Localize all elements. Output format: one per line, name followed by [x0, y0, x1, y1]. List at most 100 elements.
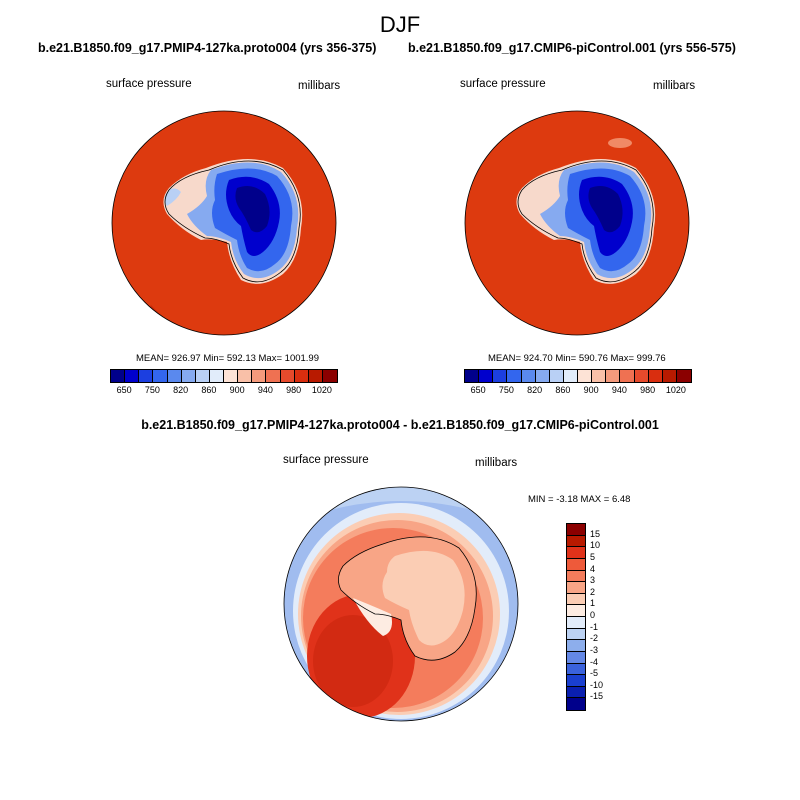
colorbar-tick-label: 980 — [640, 385, 656, 395]
colorbar-swatch — [266, 370, 281, 382]
left-peninsula — [164, 188, 181, 206]
colorbar-swatch — [280, 370, 295, 382]
colorbar-swatch — [567, 535, 585, 548]
right-coastline — [517, 160, 654, 283]
colorbar-swatch — [592, 370, 607, 382]
colorbar-swatch — [567, 547, 585, 559]
colorbar-tick-label: 980 — [286, 385, 302, 395]
colorbar-swatch — [567, 593, 585, 606]
colorbar-swatch — [662, 370, 677, 382]
left-variable-label: surface pressure — [106, 78, 192, 90]
colorbar-tick-label: 650 — [470, 385, 486, 395]
colorbar-swatch — [567, 628, 585, 641]
colorbar-tick-label: 860 — [201, 385, 217, 395]
colorbar-swatch — [549, 370, 564, 382]
colorbar-swatch — [567, 651, 585, 664]
colorbar-swatch — [563, 370, 578, 382]
right-colorbar — [464, 369, 692, 383]
colorbar-tick-label: -15 — [590, 691, 604, 702]
colorbar-tick-label: 5 — [590, 551, 596, 562]
diff-coastline — [338, 536, 477, 661]
right-ice-deep — [588, 186, 623, 233]
colorbar-swatch — [224, 370, 239, 382]
colorbar-swatch — [308, 370, 323, 382]
colorbar-swatch — [567, 558, 585, 571]
colorbar-tick-label: 4 — [590, 563, 596, 574]
colorbar-tick-label: 1 — [590, 598, 596, 609]
colorbar-swatch — [567, 640, 585, 652]
colorbar-swatch — [567, 617, 585, 629]
colorbar-swatch — [567, 663, 585, 676]
diff-polar-map — [283, 486, 519, 722]
diff-units-label: millibars — [475, 457, 518, 469]
colorbar-tick-label: -2 — [590, 633, 599, 644]
colorbar-swatch — [521, 370, 536, 382]
right-units-label: millibars — [653, 80, 696, 92]
diff-ice-light — [382, 550, 465, 646]
colorbar-swatch — [209, 370, 224, 382]
left-colorbar — [110, 369, 338, 383]
left-ice-deep — [235, 186, 270, 233]
colorbar-tick-label: 2 — [590, 586, 596, 597]
colorbar-swatch — [322, 370, 337, 382]
colorbar-swatch — [620, 370, 635, 382]
diff-field-pos5 — [313, 615, 393, 707]
colorbar-tick-label: 940 — [257, 385, 273, 395]
colorbar-swatch — [252, 370, 267, 382]
colorbar-swatch — [676, 370, 691, 382]
colorbar-tick-label: 940 — [611, 385, 627, 395]
colorbar-swatch — [606, 370, 621, 382]
colorbar-swatch — [465, 370, 480, 382]
colorbar-tick-label: 820 — [173, 385, 189, 395]
left-panel-title: b.e21.B1850.f09_g17.PMIP4-127ka.proto004… — [38, 41, 377, 55]
colorbar-tick-label: -5 — [590, 668, 599, 679]
left-units-label: millibars — [298, 80, 341, 92]
colorbar-tick-label: -3 — [590, 644, 599, 655]
diff-colorbar — [566, 523, 586, 711]
colorbar-swatch — [167, 370, 182, 382]
colorbar-swatch — [238, 370, 253, 382]
colorbar-swatch — [634, 370, 649, 382]
colorbar-swatch — [479, 370, 494, 382]
colorbar-swatch — [535, 370, 550, 382]
colorbar-swatch — [567, 686, 585, 699]
right-polar-map — [464, 110, 690, 336]
colorbar-swatch — [567, 582, 585, 594]
colorbar-tick-label: 1020 — [311, 385, 332, 395]
colorbar-swatch — [567, 675, 585, 687]
left-stats: MEAN= 926.97 Min= 592.13 Max= 1001.99 — [136, 353, 319, 364]
colorbar-swatch — [181, 370, 196, 382]
right-high-patch — [608, 138, 632, 148]
left-polar-map — [111, 110, 337, 336]
colorbar-tick-label: 820 — [527, 385, 543, 395]
colorbar-tick-label: 650 — [116, 385, 132, 395]
colorbar-tick-label: 3 — [590, 575, 596, 586]
colorbar-swatch — [567, 524, 585, 536]
colorbar-tick-label: 750 — [498, 385, 514, 395]
left-coastline — [164, 160, 301, 283]
colorbar-swatch — [567, 570, 585, 583]
colorbar-tick-label: -1 — [590, 621, 599, 632]
colorbar-tick-label: 900 — [583, 385, 599, 395]
diff-stats: MIN = -3.18 MAX = 6.48 — [528, 494, 631, 505]
right-panel-title: b.e21.B1850.f09_g17.CMIP6-piControl.001 … — [408, 41, 736, 55]
colorbar-tick-label: 15 — [590, 528, 601, 539]
colorbar-swatch — [507, 370, 522, 382]
figure-title: DJF — [379, 12, 421, 37]
difference-title: b.e21.B1850.f09_g17.PMIP4-127ka.proto004… — [141, 418, 659, 432]
colorbar-tick-label: 10 — [590, 540, 601, 551]
colorbar-tick-label: -4 — [590, 656, 599, 667]
colorbar-tick-label: 750 — [144, 385, 160, 395]
diff-variable-label: surface pressure — [283, 454, 369, 466]
right-variable-label: surface pressure — [460, 78, 546, 90]
colorbar-swatch — [567, 605, 585, 617]
colorbar-tick-label: 1020 — [665, 385, 686, 395]
right-stats: MEAN= 924.70 Min= 590.76 Max= 999.76 — [488, 353, 666, 364]
colorbar-swatch — [139, 370, 154, 382]
colorbar-swatch — [578, 370, 593, 382]
colorbar-tick-label: -10 — [590, 679, 604, 690]
colorbar-tick-label: 860 — [555, 385, 571, 395]
colorbar-swatch — [125, 370, 140, 382]
colorbar-swatch — [493, 370, 508, 382]
colorbar-swatch — [648, 370, 663, 382]
